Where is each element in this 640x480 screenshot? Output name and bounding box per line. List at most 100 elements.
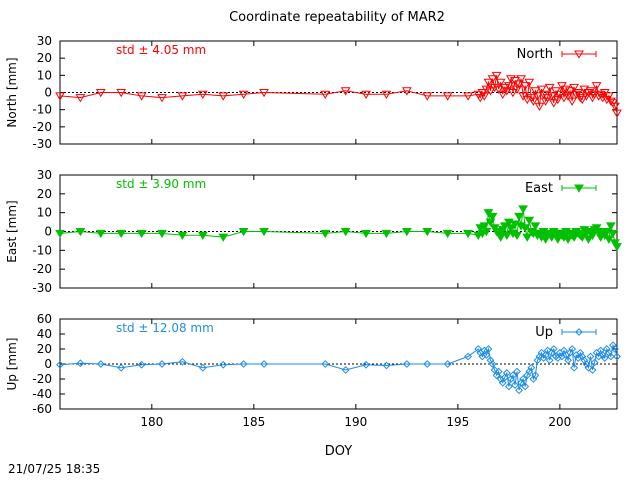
data-point [55,229,65,239]
data-point [260,360,268,368]
x-tick-label: 185 [242,415,265,429]
data-point [514,80,524,89]
series-line [59,343,618,391]
data-point [475,94,486,103]
data-point [95,229,106,239]
data-point [612,243,622,252]
data-point [530,222,541,231]
x-axis-label: DOY [325,444,353,459]
data-point [522,233,533,242]
data-point [552,95,563,105]
data-point [577,95,588,105]
data-point [482,351,491,359]
data-point [528,97,539,106]
data-point [532,92,543,101]
data-point [561,85,571,94]
data-point [503,82,514,91]
data-point [521,382,530,391]
figure-title: Coordinate repeatability of MAR2 [229,10,445,25]
y-tick-label: -60 [32,402,52,416]
data-point [381,90,392,100]
y-tick-label: -20 [32,120,52,134]
data-point [514,212,524,222]
data-point [574,354,583,362]
data-point [56,360,64,369]
x-tick-label: 200 [548,415,571,429]
data-point [612,109,622,118]
data-point [219,360,228,369]
data-point [564,356,572,365]
data-point [259,89,269,98]
data-point [361,90,371,100]
y-axis-label: East [mm] [5,200,19,262]
timestamp: 21/07/25 18:35 [8,462,101,476]
data-point [239,360,248,368]
data-point [594,352,603,361]
data-point [479,222,490,231]
data-point [481,85,492,94]
legend-marker [574,50,584,59]
data-point [508,89,518,98]
data-point [485,87,496,96]
data-point [610,102,620,112]
data-point [536,85,547,94]
data-point [548,99,559,108]
data-point [501,87,512,96]
data-point [553,354,562,362]
data-point [320,229,331,239]
data-point [76,359,85,368]
data-point [198,363,207,372]
data-point [524,78,535,87]
data-point [218,233,229,242]
data-point [381,229,392,239]
data-point [593,92,604,101]
data-point [519,375,528,383]
y-tick-label: -30 [32,137,52,151]
data-point [423,360,432,368]
y-tick-label: 0 [44,86,52,100]
data-point [558,352,566,361]
data-point [487,75,498,84]
data-point [493,85,504,94]
data-point [495,233,506,242]
data-point [402,360,411,368]
data-point [443,360,452,368]
data-point [512,231,522,241]
data-point [137,360,146,369]
data-point [442,92,453,101]
data-point [567,97,577,106]
data-point [340,228,351,237]
data-point [463,229,473,239]
data-point [478,352,487,361]
data-point [570,363,579,372]
data-point [495,78,506,87]
data-point [549,345,558,353]
data-point [573,89,584,98]
data-point [520,82,531,91]
data-point [321,360,330,368]
data-point [606,352,615,361]
data-point [498,378,507,387]
data-point [603,92,614,101]
data-point [136,229,147,239]
y-axis-label: Up [mm] [5,338,19,391]
legend-marker [574,184,584,193]
y-tick-label: -10 [32,103,52,117]
data-point [531,371,540,380]
data-point [177,92,188,101]
data-point [584,363,593,372]
data-point [502,369,511,377]
data-point [524,216,535,225]
y-tick-label: -10 [32,243,52,257]
data-point [511,381,519,389]
data-point [320,90,331,100]
data-point [613,352,621,361]
y-tick-label: 10 [37,68,52,82]
data-point [442,229,453,239]
data-point [491,71,502,81]
std-annotation: std ± 3.90 mm [116,177,206,191]
data-point [516,75,526,84]
data-point [157,229,167,239]
data-point [575,94,586,103]
